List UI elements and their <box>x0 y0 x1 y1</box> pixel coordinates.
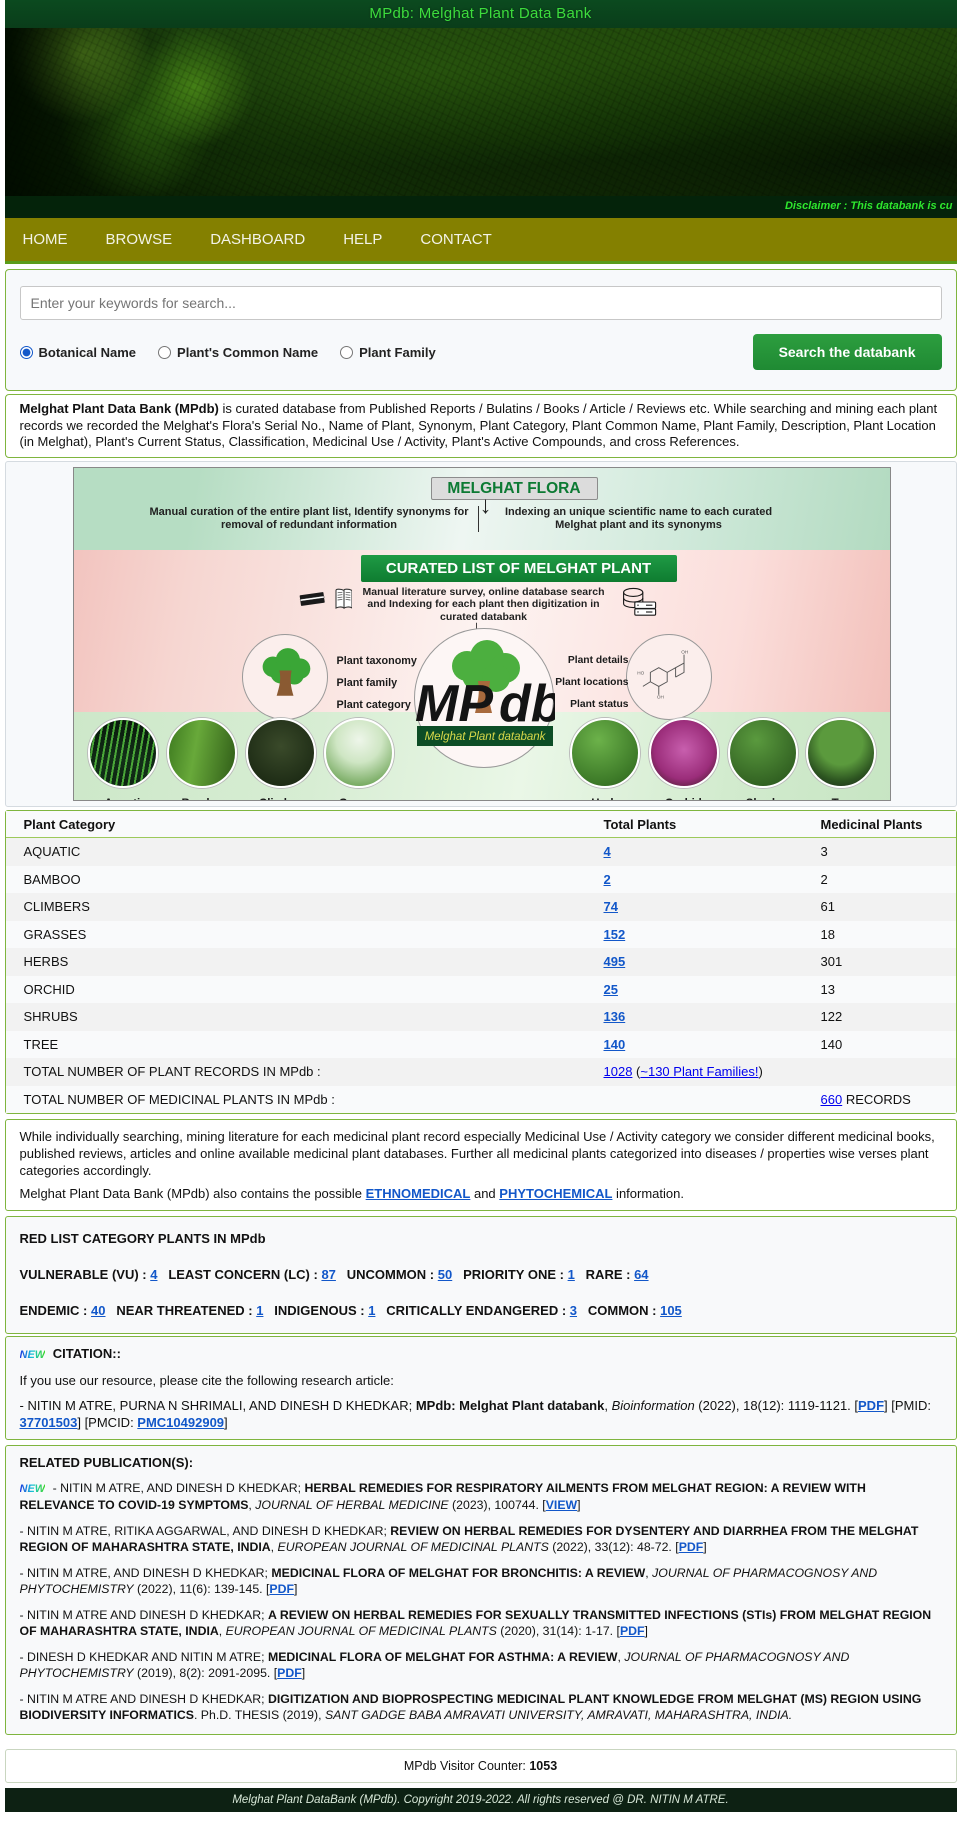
svg-text:OH: OH <box>656 694 663 699</box>
svg-text:HO: HO <box>637 670 644 675</box>
svg-text:OH: OH <box>681 649 688 654</box>
